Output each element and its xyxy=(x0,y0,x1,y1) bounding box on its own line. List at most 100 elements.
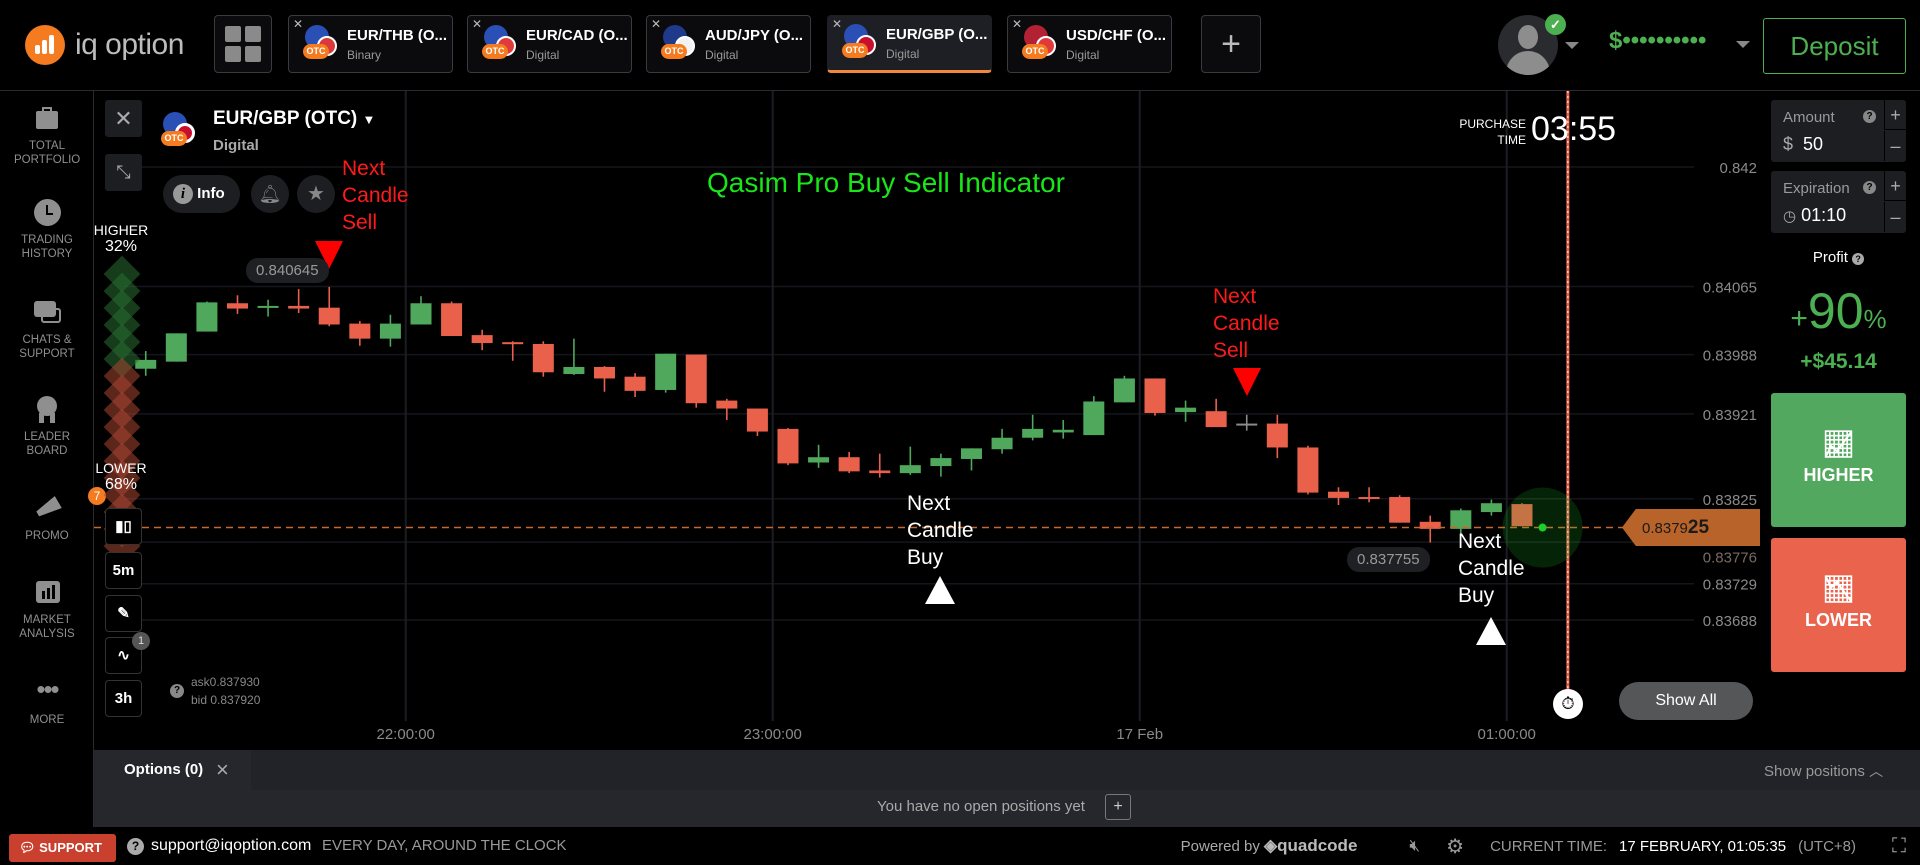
y-tick-label: 0.83729 xyxy=(1703,577,1757,594)
profit-label: Profit ? xyxy=(1771,249,1906,266)
candle-body xyxy=(930,458,952,467)
expiration-value[interactable]: 01:10 xyxy=(1801,205,1847,225)
time-range-button[interactable]: 3h xyxy=(105,680,142,717)
chart-type-button[interactable]: ▮▯ xyxy=(105,508,142,545)
fullscreen-icon[interactable]: ⛶ xyxy=(1892,834,1906,857)
deposit-button[interactable]: Deposit xyxy=(1763,18,1906,74)
close-tab-icon[interactable]: ✕ xyxy=(651,17,662,31)
tab-asset[interactable]: ✕ OTC EUR/GBP (O... Digital xyxy=(827,15,992,73)
low-price-label: 0.837755 xyxy=(1347,547,1430,572)
medal-icon xyxy=(32,396,62,424)
candlestick-chart[interactable]: 0.842 0.84065 0.83988 0.83921 0.83825 0.83776… xyxy=(94,91,1760,750)
candle-body xyxy=(196,302,218,332)
logo[interactable]: iq option xyxy=(25,25,184,65)
candle-body xyxy=(838,457,860,472)
verified-check-icon: ✓ xyxy=(1545,14,1566,35)
asset-grid-button[interactable] xyxy=(214,15,272,73)
balance-display[interactable]: $•••••••••• xyxy=(1609,27,1707,54)
amount-increase-button[interactable]: + xyxy=(1884,100,1906,130)
sidebar-item-promo[interactable]: 7 PROMO xyxy=(0,487,106,543)
candle-body xyxy=(808,457,830,463)
expiration-field[interactable]: Expiration? ◷ 01:10 + – xyxy=(1771,171,1906,233)
timeframe-button[interactable]: 5m xyxy=(105,552,142,589)
amount-value[interactable]: 50 xyxy=(1803,134,1824,154)
options-tab[interactable]: Options (0) xyxy=(124,761,204,778)
candle-body xyxy=(1327,491,1349,498)
tab-asset[interactable]: ✕ OTC USD/CHF (O... Digital xyxy=(1007,15,1172,73)
help-icon[interactable]: ? xyxy=(170,684,184,698)
higher-button[interactable]: 📈︎ HIGHER xyxy=(1771,393,1906,527)
candles-icon: ▮▯ xyxy=(115,518,132,535)
help-icon[interactable]: ? xyxy=(1863,110,1876,123)
tab-asset[interactable]: ✕ OTC EUR/CAD (O... Digital xyxy=(467,15,632,73)
support-hours: EVERY DAY, AROUND THE CLOCK xyxy=(322,837,567,854)
purchase-time-countdown: 03:55 xyxy=(1531,110,1617,148)
positions-panel: Options (0) × Show positions ︿ You have … xyxy=(94,750,1920,827)
bell-icon[interactable]: 🔔︎ xyxy=(251,175,289,213)
help-icon[interactable]: ? xyxy=(1863,181,1876,194)
sidebar-item-leader-board[interactable]: LEADER BOARD xyxy=(0,396,94,458)
annotation-buy-2: Next Candle Buy xyxy=(1458,530,1525,607)
sidebar-item-trading-history[interactable]: TRADING HISTORY xyxy=(0,199,94,261)
candle-body xyxy=(1419,521,1441,529)
annotation-buy-1: Next Candle Buy xyxy=(907,492,974,569)
drawing-tool-button[interactable]: ✎ xyxy=(105,595,142,632)
amount-field[interactable]: Amount? $ 50 + – xyxy=(1771,100,1906,162)
x-tick-label: 17 Feb xyxy=(1116,726,1163,743)
amount-decrease-button[interactable]: – xyxy=(1884,131,1906,161)
candle-body xyxy=(471,335,493,344)
candle-body xyxy=(960,448,982,459)
logo-icon xyxy=(25,25,65,65)
star-icon[interactable]: ★ xyxy=(297,175,335,213)
add-position-button[interactable]: + xyxy=(1105,794,1131,820)
sidebar-label: MORE xyxy=(29,714,65,726)
gear-icon[interactable]: ⚙ xyxy=(1446,835,1465,858)
mute-icon[interactable]: 🔇︎ xyxy=(1409,836,1421,855)
close-tab-icon[interactable]: ✕ xyxy=(472,17,483,31)
tab-asset[interactable]: ✕ OTC EUR/THB (O... Binary xyxy=(288,15,453,73)
y-tick-label: 0.842 xyxy=(1719,160,1757,177)
x-tick-label: 23:00:00 xyxy=(744,726,802,743)
expiration-timer-icon[interactable]: ⏱ xyxy=(1553,689,1583,719)
close-tab-icon[interactable]: ✕ xyxy=(832,17,843,31)
y-tick-label: 0.83776 xyxy=(1703,550,1757,567)
purchase-time-label: PURCHASE TIME xyxy=(1459,117,1526,147)
expiration-decrease-button[interactable]: – xyxy=(1884,202,1906,232)
indicator-title: Qasim Pro Buy Sell Indicator xyxy=(707,167,1065,198)
currency-flag-icon: OTC xyxy=(303,24,339,64)
currency-flag-icon: OTC xyxy=(661,24,697,64)
expiration-increase-button[interactable]: + xyxy=(1884,171,1906,201)
collapse-icon[interactable]: ⤡ xyxy=(105,154,142,191)
balance-dropdown-caret-icon[interactable] xyxy=(1736,41,1750,48)
x-tick-label: 22:00:00 xyxy=(377,726,435,743)
show-positions-toggle[interactable]: Show positions ︿ xyxy=(1764,763,1884,780)
lower-button[interactable]: 📉︎ LOWER xyxy=(1771,538,1906,672)
candle-body xyxy=(593,366,615,379)
candle-body xyxy=(532,343,554,373)
candle-body xyxy=(1480,503,1502,513)
close-chart-button[interactable]: ✕ xyxy=(105,100,142,137)
info-button[interactable]: i Info xyxy=(163,175,240,213)
support-button[interactable]: 💬︎ SUPPORT xyxy=(9,834,116,862)
sidebar-item-chats-support[interactable]: CHATS & SUPPORT xyxy=(0,299,94,361)
asset-selector[interactable]: EUR/GBP (OTC) ▼ xyxy=(213,108,376,129)
candle-body xyxy=(165,333,187,362)
tab-type: Binary xyxy=(347,47,382,62)
profile-dropdown-caret-icon[interactable] xyxy=(1565,42,1579,49)
candle-body xyxy=(441,303,463,336)
candle-body xyxy=(1511,504,1533,527)
y-tick-label: 0.83921 xyxy=(1703,407,1757,424)
candle-body xyxy=(502,342,524,345)
sidebar-item-market-analysis[interactable]: MARKET ANALYSIS xyxy=(0,579,94,641)
sidebar-item-more[interactable]: ••• MORE xyxy=(0,676,94,727)
close-tab-icon[interactable]: ✕ xyxy=(1012,17,1023,31)
close-tab-icon[interactable]: × xyxy=(216,757,229,782)
sidebar-item-total-portfolio[interactable]: TOTAL PORTFOLIO xyxy=(0,105,94,167)
tab-asset[interactable]: ✕ OTC AUD/JPY (O... Digital xyxy=(646,15,811,73)
close-tab-icon[interactable]: ✕ xyxy=(293,17,304,31)
add-tab-button[interactable]: + xyxy=(1201,15,1261,73)
price-chart[interactable]: 0.842 0.84065 0.83988 0.83921 0.83825 0.83776… xyxy=(94,91,1760,750)
support-email-link[interactable]: support@iqoption.com xyxy=(151,837,312,854)
clock-icon: ◷ xyxy=(1783,208,1797,225)
show-all-button[interactable]: Show All xyxy=(1619,682,1753,720)
